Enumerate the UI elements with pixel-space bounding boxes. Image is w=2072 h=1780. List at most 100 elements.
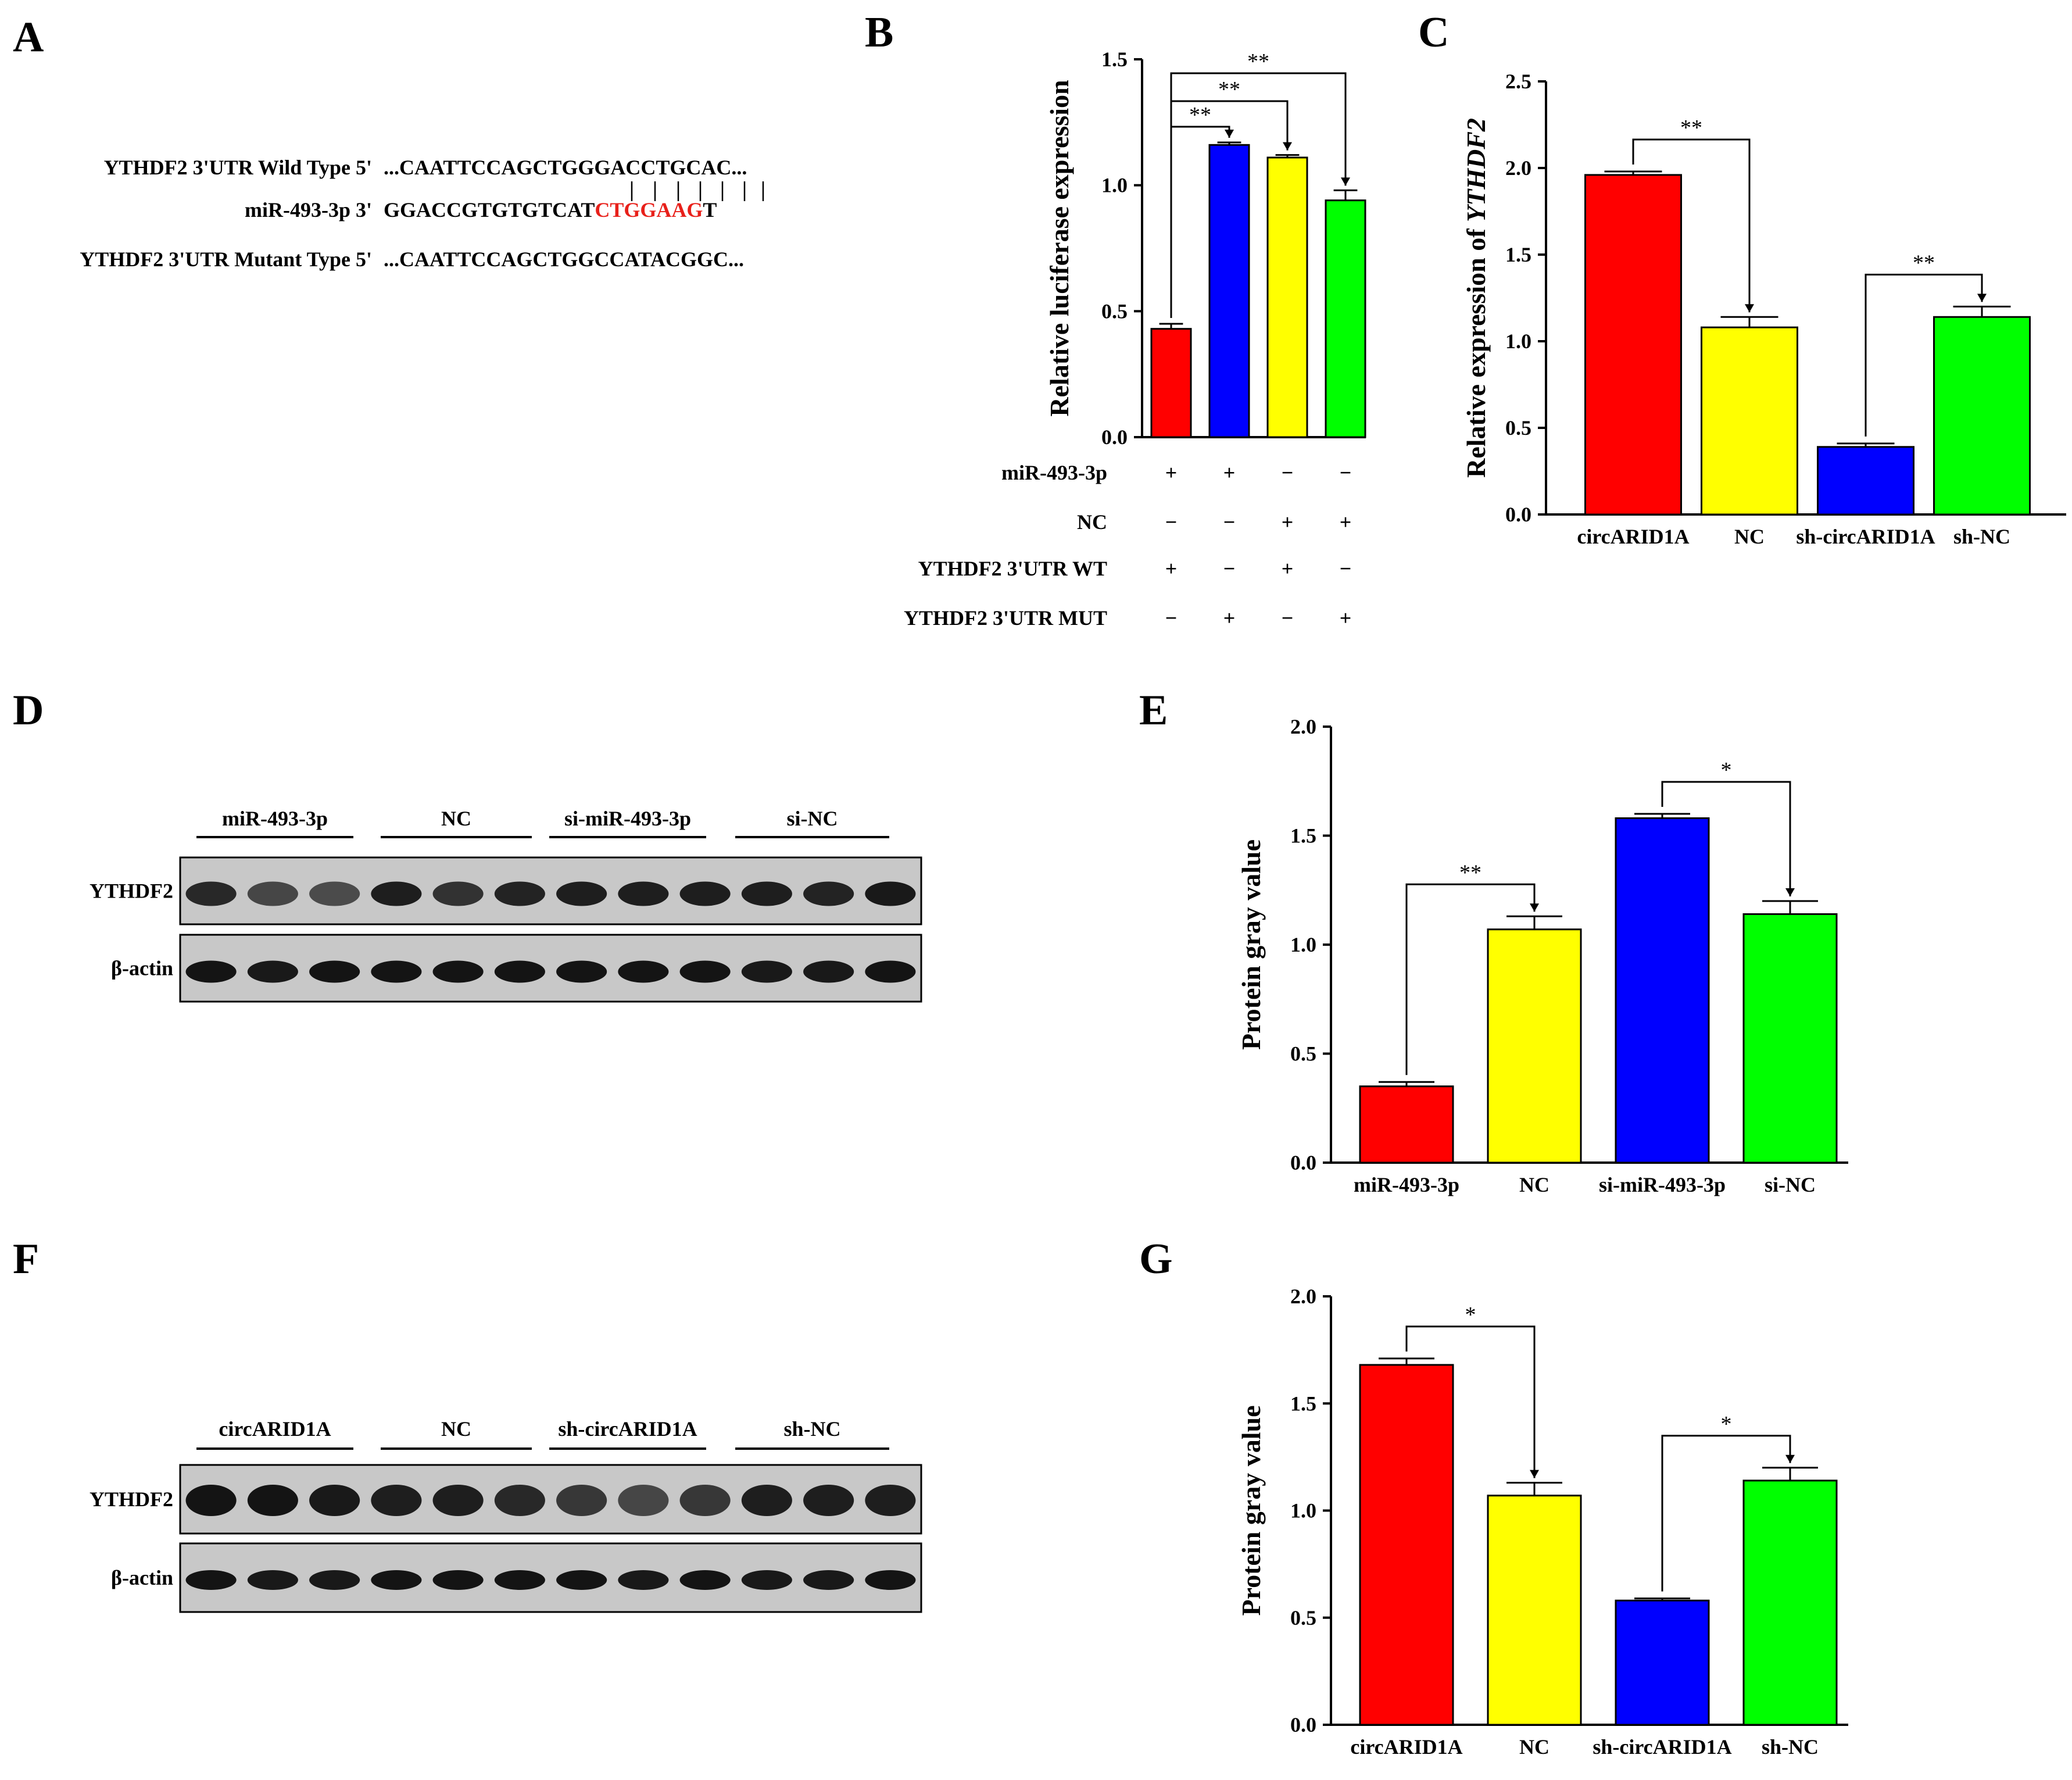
chart-e-y-tick-label: 0.5 (1290, 1042, 1316, 1066)
chart-g-bar (1742, 1479, 1838, 1726)
chart-b-y-tick-label: 0.0 (1101, 426, 1128, 449)
chart-g-bracket-arrow (1530, 1470, 1539, 1478)
blot-f-band (185, 1485, 237, 1516)
blot-f-band (803, 1570, 854, 1590)
panel-letter-f: F (13, 1235, 39, 1283)
chart-g-category-label: sh-NC (1762, 1735, 1819, 1758)
blot-f-band (741, 1570, 792, 1590)
chart-b-condition-sign: + (1165, 557, 1178, 580)
chart-c-category-label: circARID1A (1577, 525, 1689, 548)
blot-f-row-label: YTHDF2 (90, 1488, 173, 1511)
panel-letter-d: D (13, 687, 44, 734)
chart-e-bar (1487, 928, 1582, 1164)
chart-g-y-axis-label: Protein gray value (1236, 1406, 1266, 1616)
blot-d-band (865, 960, 916, 983)
chart-e-bar (1359, 1085, 1454, 1164)
blot-f-band (865, 1570, 916, 1590)
blot-f-band (741, 1485, 792, 1516)
blot-d-group-label: miR-493-3p (222, 807, 328, 830)
chart-e-bracket-arrow (1785, 888, 1795, 896)
blot-f-group-label: NC (441, 1417, 471, 1441)
blot-f-group-label: sh-circARID1A (558, 1417, 697, 1441)
chart-b-condition-sign: + (1165, 461, 1178, 484)
chart-c-significance-label: ** (1680, 116, 1702, 140)
mirna-sequence-plain: GGACCGTGTGTCAT (384, 198, 595, 221)
blot-f-band (679, 1570, 731, 1590)
chart-c-bar (1933, 316, 2031, 516)
chart-g-y-tick-label: 1.5 (1290, 1392, 1316, 1415)
chart-c-category-label: NC (1734, 525, 1765, 548)
chart-c-ythdf2-expression: 0.0 0.5 1.0 1.5 2.0 2.5 Relative expression of… (1461, 70, 2066, 548)
chart-e-significance-label: * (1721, 758, 1732, 782)
blot-f-band (618, 1485, 669, 1516)
chart-e-y-tick-label: 1.5 (1290, 824, 1316, 848)
blot-f-band (432, 1485, 484, 1516)
panel-letter-g: G (1139, 1235, 1173, 1283)
mirna-seed-region: CTGGAAG (595, 198, 703, 221)
western-blot-d: miR-493-3p NC si-miR-493-3p si-NC YTHDF2 β-ac… (90, 807, 922, 1003)
blot-d-membrane (179, 856, 922, 925)
chart-b-bar (1266, 156, 1308, 438)
chart-g-significance-label: * (1465, 1303, 1476, 1327)
chart-b-significance-label: ** (1189, 103, 1211, 127)
chart-c-category-label: sh-circARID1A (1796, 525, 1935, 548)
blot-d-band (618, 881, 669, 906)
chart-b-condition-sign: − (1340, 557, 1352, 580)
chart-b-condition-sign: − (1223, 557, 1236, 580)
blot-f-band (247, 1570, 298, 1590)
chart-c-significance-bracket (1632, 138, 1751, 313)
chart-b-condition-label: YTHDF2 3'UTR WT (918, 557, 1107, 580)
chart-e-bar (1742, 913, 1838, 1164)
blot-d-band (556, 881, 607, 906)
chart-c-significance-bracket (1865, 273, 1983, 437)
mutant-type-label: YTHDF2 3'UTR Mutant Type 5' (80, 248, 372, 271)
chart-b-condition-sign: − (1223, 510, 1236, 534)
blot-f-band (556, 1570, 607, 1590)
chart-g-bar (1359, 1364, 1454, 1726)
chart-e-significance-bracket (1405, 883, 1536, 1075)
chart-c-significance-label: ** (1913, 251, 1935, 275)
chart-e-y-tick-label: 2.0 (1290, 715, 1316, 738)
chart-e-significance-bracket (1661, 781, 1791, 896)
chart-b-significance-bracket (1170, 72, 1347, 318)
chart-b-condition-label: NC (1077, 510, 1107, 534)
panel-letter-b: B (865, 9, 893, 56)
blot-d-band (185, 960, 237, 983)
panel-letter-e: E (1139, 687, 1168, 734)
chart-e-y-tick-label: 0.0 (1290, 1151, 1316, 1174)
chart-e-significance-label: ** (1459, 860, 1481, 885)
chart-g-category-label: NC (1519, 1735, 1549, 1758)
wild-type-label: YTHDF2 3'UTR Wild Type 5' (104, 156, 372, 179)
chart-c-y-tick-label: 0.0 (1505, 503, 1531, 526)
chart-g-category-label: circARID1A (1350, 1735, 1462, 1758)
chart-b-luciferase: 0.0 0.5 1.0 1.5 Relative luciferase expressi… (904, 48, 1366, 630)
chart-g-y-tick-label: 0.0 (1290, 1713, 1316, 1736)
blot-f-row-label: β-actin (111, 1566, 173, 1589)
chart-e-category-label: si-NC (1765, 1173, 1816, 1196)
chart-b-condition-sign: + (1223, 606, 1236, 630)
chart-b-y-tick-label: 0.5 (1101, 299, 1128, 323)
chart-c-y-axis-label: Relative expression of YTHDF2 (1461, 118, 1491, 478)
chart-c-bracket-arrow (1977, 294, 1987, 302)
chart-b-bar (1208, 144, 1250, 438)
blot-d-band (494, 881, 545, 906)
blot-d-membrane (179, 934, 922, 1003)
blot-f-band (556, 1485, 607, 1516)
chart-b-condition-sign: − (1282, 606, 1294, 630)
chart-e-bar (1615, 817, 1710, 1164)
chart-b-bracket-arrow (1341, 177, 1350, 186)
chart-c-y-tick-label: 2.0 (1505, 156, 1531, 180)
chart-b-condition-sign: + (1223, 461, 1236, 484)
blot-d-band (371, 881, 422, 906)
chart-e-category-label: NC (1519, 1173, 1549, 1196)
blot-d-band (618, 960, 669, 983)
chart-b-y-tick-label: 1.0 (1101, 174, 1128, 197)
chart-b-condition-sign: − (1340, 461, 1352, 484)
blot-f-band (309, 1570, 360, 1590)
blot-d-band (185, 881, 237, 906)
blot-f-band (618, 1570, 669, 1590)
blot-d-band (556, 960, 607, 983)
chart-g-category-label: sh-circARID1A (1593, 1735, 1731, 1758)
chart-b-condition-sign: − (1282, 461, 1294, 484)
chart-g-y-tick-label: 2.0 (1290, 1285, 1316, 1308)
